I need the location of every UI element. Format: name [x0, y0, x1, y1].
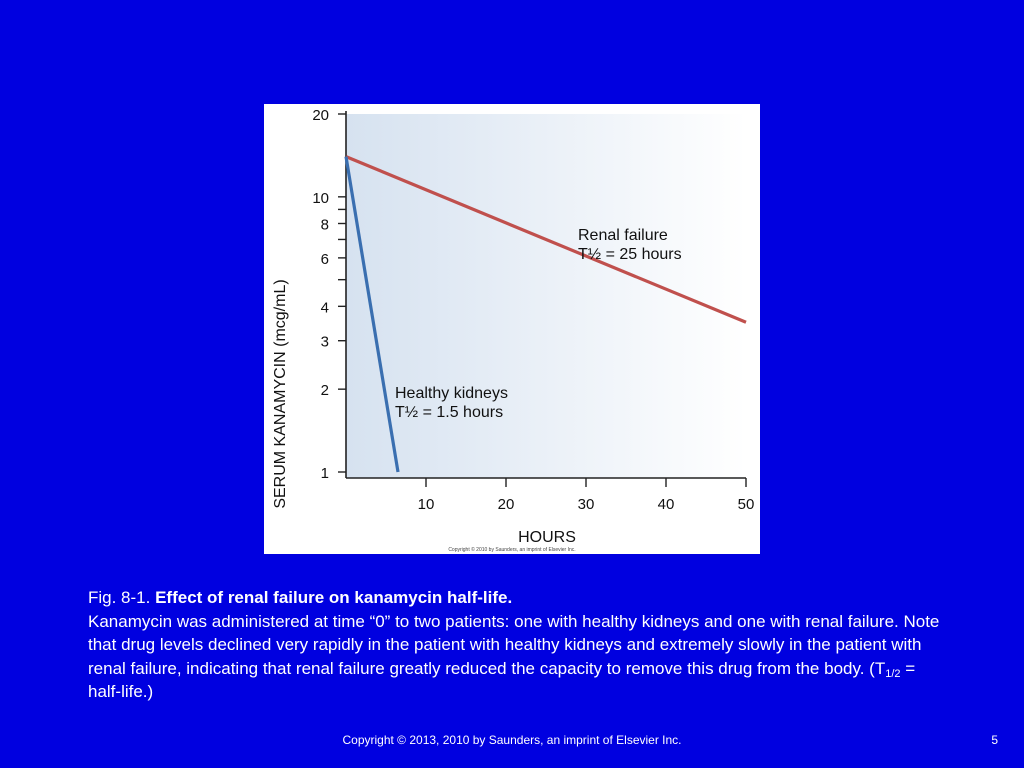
x-tick-label: 20 [498, 496, 515, 513]
y-tick-label: 8 [321, 216, 329, 233]
chart-layer: 1 2 3 4 6 8 10 20 10 20 30 40 50 [312, 107, 754, 513]
caption-title: Effect of renal failure on kanamycin hal… [155, 588, 513, 607]
x-tick-label: 50 [738, 496, 755, 513]
figure-caption: Fig. 8-1. Effect of renal failure on kan… [88, 586, 948, 704]
x-tick-label: 40 [658, 496, 675, 513]
y-tick-label: 10 [312, 190, 329, 207]
x-tick-label: 30 [578, 496, 595, 513]
y-tick-label: 20 [312, 107, 329, 124]
annotation-healthy-kidneys-halflife: T½ = 1.5 hours [395, 404, 503, 421]
annotation-healthy-kidneys-title: Healthy kidneys [395, 385, 508, 402]
x-tick-label: 10 [418, 496, 435, 513]
caption-body: Kanamycin was administered at time “0” t… [88, 611, 940, 678]
y-axis-label: SERUM KANAMYCIN (mcg/mL) [272, 279, 289, 508]
kanamycin-chart: 1 2 3 4 6 8 10 20 10 20 30 40 50 SERUM KANAMYCIN (mc… [272, 107, 754, 553]
image-credit: Copyright © 2010 by Saunders, an imprint… [448, 546, 575, 553]
caption-subscript: 1/2 [885, 667, 901, 680]
caption-fig-label: Fig. 8-1. [88, 588, 156, 607]
y-tick-label: 2 [321, 382, 329, 399]
series-line-healthy-kidneys [344, 156, 400, 473]
series-line-renal-failure [345, 155, 747, 324]
footer-copyright: Copyright © 2013, 2010 by Saunders, an i… [342, 733, 682, 747]
y-tick-label: 1 [321, 465, 329, 482]
y-tick-label: 6 [321, 251, 329, 268]
caption-tail: = half-life.) [88, 658, 916, 702]
figure-panel: 1 2 3 4 6 8 10 20 10 20 30 40 50 SERUM KANAMYCIN (mc… [264, 104, 760, 554]
annotation-renal-failure-halflife: T½ = 25 hours [578, 246, 682, 263]
y-tick-label: 4 [321, 299, 329, 316]
slide-number: 5 [991, 733, 998, 747]
y-tick-label: 3 [321, 334, 329, 351]
annotation-renal-failure-title: Renal failure [578, 227, 668, 244]
x-axis-label: HOURS [518, 529, 576, 546]
